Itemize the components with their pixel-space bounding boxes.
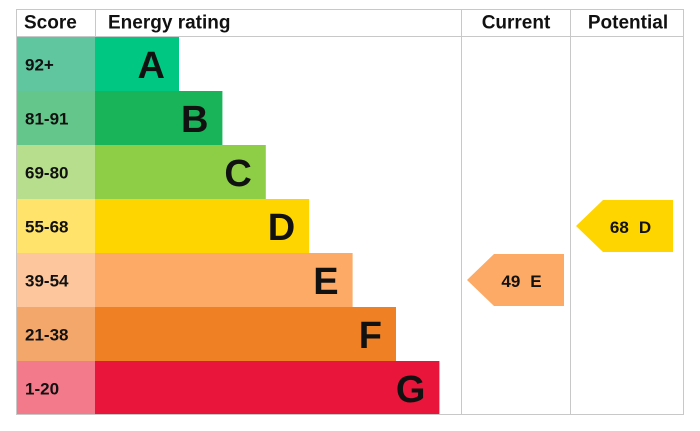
current-score: 49	[501, 272, 520, 291]
score-cell	[17, 199, 95, 253]
rating-letter: G	[396, 369, 426, 411]
current-arrow	[467, 254, 564, 306]
potential-label: 68 D	[610, 218, 651, 237]
rating-bar	[95, 307, 396, 361]
rating-letter: B	[181, 99, 208, 141]
rating-letter: A	[138, 45, 165, 87]
score-cell	[17, 307, 95, 361]
score-range: 39-54	[25, 272, 69, 291]
header-score: Score	[24, 13, 77, 34]
frame	[16, 9, 684, 415]
rating-letter: F	[359, 315, 382, 357]
rating-bar	[95, 253, 353, 307]
score-range: 21-38	[25, 326, 68, 345]
header-rating: Energy rating	[108, 13, 230, 34]
score-range: 92+	[25, 56, 54, 75]
score-cell	[17, 37, 95, 91]
header-potential: Potential	[588, 13, 668, 34]
score-range: 69-80	[25, 164, 68, 183]
score-range: 81-91	[25, 110, 68, 129]
potential-score: 68	[610, 218, 629, 237]
rating-letter: C	[224, 153, 251, 195]
table-frame	[16, 9, 684, 415]
header-current: Current	[482, 13, 551, 34]
rating-bar	[95, 91, 223, 145]
score-cell	[17, 361, 95, 415]
rating-letter: E	[313, 261, 338, 303]
rating-letter: D	[268, 207, 295, 249]
score-cell	[17, 253, 95, 307]
current-label: 49 E	[501, 272, 541, 291]
potential-arrow	[576, 200, 673, 252]
score-cell	[17, 91, 95, 145]
rating-bar	[95, 37, 179, 91]
rating-bar	[95, 199, 310, 253]
score-range: 55-68	[25, 218, 68, 237]
potential-band: D	[639, 218, 651, 237]
rating-bar	[95, 145, 266, 199]
score-range: 1-20	[25, 380, 59, 399]
score-cell	[17, 145, 95, 199]
current-band: E	[530, 272, 541, 291]
rating-bar	[95, 361, 440, 415]
